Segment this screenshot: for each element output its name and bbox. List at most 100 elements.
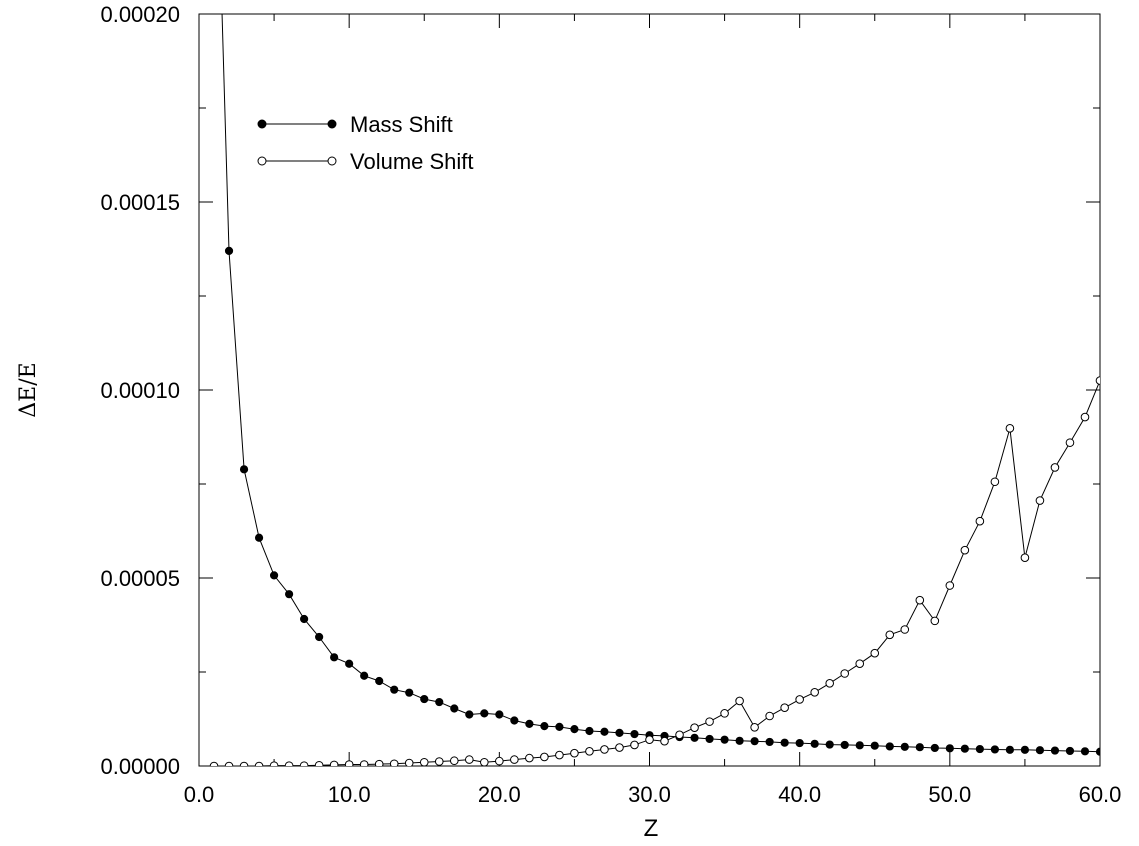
mass-shift-point: [450, 704, 459, 713]
legend-marker-mass-right: [327, 119, 337, 129]
mass-shift-point: [495, 710, 504, 719]
volume-shift-point: [945, 581, 955, 590]
y-tick-label: 0.00015: [100, 190, 180, 215]
volume-shift-point: [795, 695, 804, 704]
volume-shift-point: [690, 723, 699, 732]
mass-shift-point: [480, 709, 489, 718]
mass-shift-point: [750, 737, 759, 746]
volume-shift-point: [1080, 412, 1090, 422]
volume-shift-point: [960, 545, 970, 555]
volume-shift-point: [1020, 553, 1030, 562]
mass-shift-point: [375, 676, 384, 686]
volume-shift-point: [870, 648, 880, 658]
mass-shift-point: [510, 716, 519, 725]
volume-shift-point: [840, 669, 850, 678]
mass-shift-point: [420, 694, 429, 704]
volume-shift-point: [930, 616, 940, 626]
mass-shift-point: [630, 729, 639, 739]
volume-shift-point: [900, 625, 910, 634]
volume-shift-point: [990, 477, 1000, 487]
y-tick-labels: 0.00000 0.00005 0.00010 0.00015 0.00020: [100, 2, 180, 779]
mass-shift-point: [360, 671, 369, 680]
mass-shift-point: [945, 744, 954, 753]
volume-shift-point: [329, 760, 339, 766]
y-tick-label: 0.00020: [100, 2, 180, 27]
mass-shift-point: [585, 726, 594, 736]
legend-marker-volume-right: [327, 156, 337, 166]
mass-shift-point: [540, 722, 549, 731]
mass-shift-point: [254, 533, 264, 542]
mass-shift-point: [239, 465, 249, 474]
mass-shift-point: [525, 719, 534, 728]
x-tick-label: 30.0: [628, 782, 671, 807]
x-tick-labels: 0.0 10.0 20.0 30.0 40.0 50.0 60.0: [184, 782, 1122, 807]
x-tick-label: 0.0: [184, 782, 215, 807]
mass-shift-point: [435, 697, 444, 707]
mass-shift-point: [915, 743, 924, 752]
volume-shift-point: [765, 711, 774, 721]
y-axis-title: ΔE/E: [16, 362, 41, 417]
mass-shift-point: [555, 722, 564, 731]
volume-shift-point: [1095, 376, 1100, 385]
volume-shift-point: [359, 760, 369, 766]
volume-shift-point: [1065, 438, 1075, 447]
mass-shift-point: [780, 738, 789, 747]
volume-shift-point: [1050, 463, 1060, 472]
mass-shift-point: [870, 741, 879, 750]
series-clip-group: [209, 14, 1100, 766]
mass-shift-point: [615, 728, 624, 738]
mass-shift-point: [720, 735, 729, 744]
mass-shift-point: [975, 744, 984, 754]
x-tick-label: 20.0: [478, 782, 521, 807]
legend-marker-volume-left: [257, 156, 267, 166]
mass-shift-point: [1020, 745, 1030, 754]
mass-shift-point: [269, 571, 279, 580]
mass-shift-point: [600, 727, 609, 736]
volume-shift-point: [1005, 424, 1015, 433]
volume-shift-point: [525, 753, 534, 763]
mass-shift-point: [855, 741, 864, 750]
x-tick-label: 60.0: [1079, 782, 1122, 807]
mass-shift-point: [330, 653, 339, 662]
legend-label-mass: Mass Shift: [350, 112, 453, 137]
volume-shift-point: [389, 759, 399, 766]
volume-shift-point: [780, 703, 789, 713]
y-tick-label: 0.00010: [100, 378, 180, 403]
volume-shift-point: [645, 735, 654, 744]
mass-shift-line: [221, 14, 1100, 753]
mass-shift-point: [570, 725, 579, 734]
volume-shift-point: [419, 757, 429, 766]
volume-shift-point: [449, 756, 459, 766]
x-tick-label: 50.0: [928, 782, 971, 807]
mass-shift-point: [345, 659, 354, 668]
mass-shift-point: [735, 736, 744, 745]
mass-shift-point: [990, 745, 999, 754]
volume-shift-point: [585, 747, 594, 756]
mass-shift-point: [885, 742, 894, 751]
mass-shift-point: [705, 734, 714, 744]
mass-shift-point: [1050, 746, 1060, 755]
mass-shift-point: [900, 742, 909, 751]
mass-shift-point: [795, 738, 804, 748]
x-axis-title: Z: [644, 815, 659, 842]
mass-shift-point: [1080, 747, 1090, 756]
volume-shift-point: [510, 755, 519, 764]
mass-shift-point: [315, 632, 324, 642]
volume-shift-point: [284, 761, 294, 766]
mass-shift-point: [465, 710, 474, 719]
volume-shift-point: [434, 757, 444, 766]
mass-shift-point: [1095, 747, 1100, 756]
mass-shift-point: [960, 744, 969, 753]
volume-shift-point: [750, 722, 759, 732]
volume-shift-point: [374, 759, 384, 766]
volume-shift-point: [825, 678, 835, 688]
mass-shift-point: [405, 688, 414, 697]
mass-shift-point: [765, 737, 774, 747]
legend-label-volume: Volume Shift: [350, 149, 474, 174]
series-layer: [209, 14, 1100, 766]
mass-shift-point: [930, 743, 939, 753]
y-tick-label: 0.00005: [100, 566, 180, 591]
volume-shift-point: [269, 761, 279, 766]
mass-shift-point: [825, 740, 834, 749]
